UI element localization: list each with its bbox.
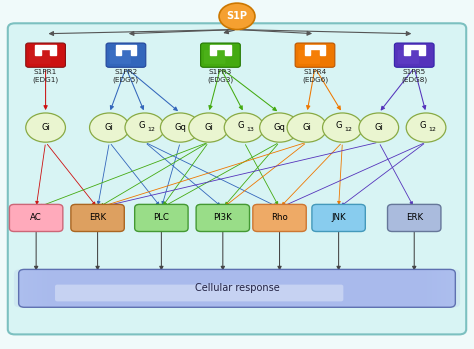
Text: Gi: Gi	[105, 123, 114, 132]
FancyBboxPatch shape	[253, 205, 306, 231]
Circle shape	[287, 113, 327, 142]
FancyBboxPatch shape	[295, 43, 335, 67]
Text: Cellular response: Cellular response	[195, 283, 279, 294]
Text: S1PR5
(EDG8): S1PR5 (EDG8)	[401, 69, 427, 83]
Text: G: G	[419, 121, 426, 130]
FancyBboxPatch shape	[299, 50, 320, 64]
Text: S1PR2
(EDG5): S1PR2 (EDG5)	[113, 69, 139, 83]
Polygon shape	[305, 45, 325, 55]
FancyBboxPatch shape	[204, 50, 226, 64]
Circle shape	[189, 113, 228, 142]
Polygon shape	[116, 45, 137, 55]
FancyBboxPatch shape	[196, 205, 249, 231]
FancyBboxPatch shape	[23, 269, 451, 307]
Text: G: G	[138, 121, 145, 130]
Polygon shape	[404, 45, 425, 55]
Circle shape	[26, 113, 65, 142]
Text: ERK: ERK	[89, 214, 106, 222]
Text: Gi: Gi	[41, 123, 50, 132]
Text: ERK: ERK	[406, 214, 423, 222]
FancyBboxPatch shape	[47, 269, 427, 307]
FancyBboxPatch shape	[388, 205, 441, 231]
Text: Gi: Gi	[204, 123, 213, 132]
Text: 12: 12	[147, 127, 155, 132]
Text: PI3K: PI3K	[213, 214, 232, 222]
Polygon shape	[210, 45, 231, 55]
Text: G: G	[237, 121, 244, 130]
Circle shape	[406, 113, 446, 142]
Text: PLC: PLC	[154, 214, 169, 222]
FancyBboxPatch shape	[26, 43, 65, 67]
FancyBboxPatch shape	[106, 43, 146, 67]
FancyBboxPatch shape	[394, 43, 434, 67]
FancyBboxPatch shape	[18, 269, 456, 307]
Text: Gq: Gq	[273, 123, 285, 132]
FancyBboxPatch shape	[33, 269, 441, 307]
FancyBboxPatch shape	[55, 284, 343, 302]
FancyBboxPatch shape	[28, 269, 446, 307]
FancyBboxPatch shape	[14, 269, 460, 307]
Text: G: G	[336, 121, 342, 130]
Circle shape	[160, 113, 200, 142]
FancyBboxPatch shape	[37, 269, 437, 307]
FancyBboxPatch shape	[109, 50, 131, 64]
Circle shape	[125, 113, 164, 142]
Circle shape	[219, 3, 255, 30]
Circle shape	[260, 113, 300, 142]
FancyBboxPatch shape	[398, 50, 419, 64]
Text: Gq: Gq	[174, 123, 186, 132]
Text: 13: 13	[246, 127, 254, 132]
FancyBboxPatch shape	[201, 43, 240, 67]
Text: S1PR1
(EDG1): S1PR1 (EDG1)	[33, 69, 59, 83]
FancyBboxPatch shape	[18, 269, 456, 307]
Polygon shape	[35, 45, 56, 55]
Circle shape	[224, 113, 264, 142]
Text: S1PR3
(EDG3): S1PR3 (EDG3)	[208, 69, 234, 83]
Text: JNK: JNK	[331, 214, 346, 222]
FancyBboxPatch shape	[71, 205, 124, 231]
Text: 12: 12	[428, 127, 436, 132]
Circle shape	[359, 113, 399, 142]
Text: Gi: Gi	[374, 123, 383, 132]
Circle shape	[322, 113, 362, 142]
Text: Gi: Gi	[302, 123, 311, 132]
FancyBboxPatch shape	[29, 50, 51, 64]
FancyBboxPatch shape	[9, 205, 63, 231]
Text: AC: AC	[30, 214, 42, 222]
Text: Rho: Rho	[271, 214, 288, 222]
Circle shape	[90, 113, 129, 142]
FancyBboxPatch shape	[312, 205, 365, 231]
Text: S1P: S1P	[227, 11, 247, 21]
Text: S1PR4
(EDG6): S1PR4 (EDG6)	[302, 69, 328, 83]
Text: 12: 12	[345, 127, 353, 132]
FancyBboxPatch shape	[42, 269, 432, 307]
FancyBboxPatch shape	[8, 23, 466, 334]
FancyBboxPatch shape	[135, 205, 188, 231]
